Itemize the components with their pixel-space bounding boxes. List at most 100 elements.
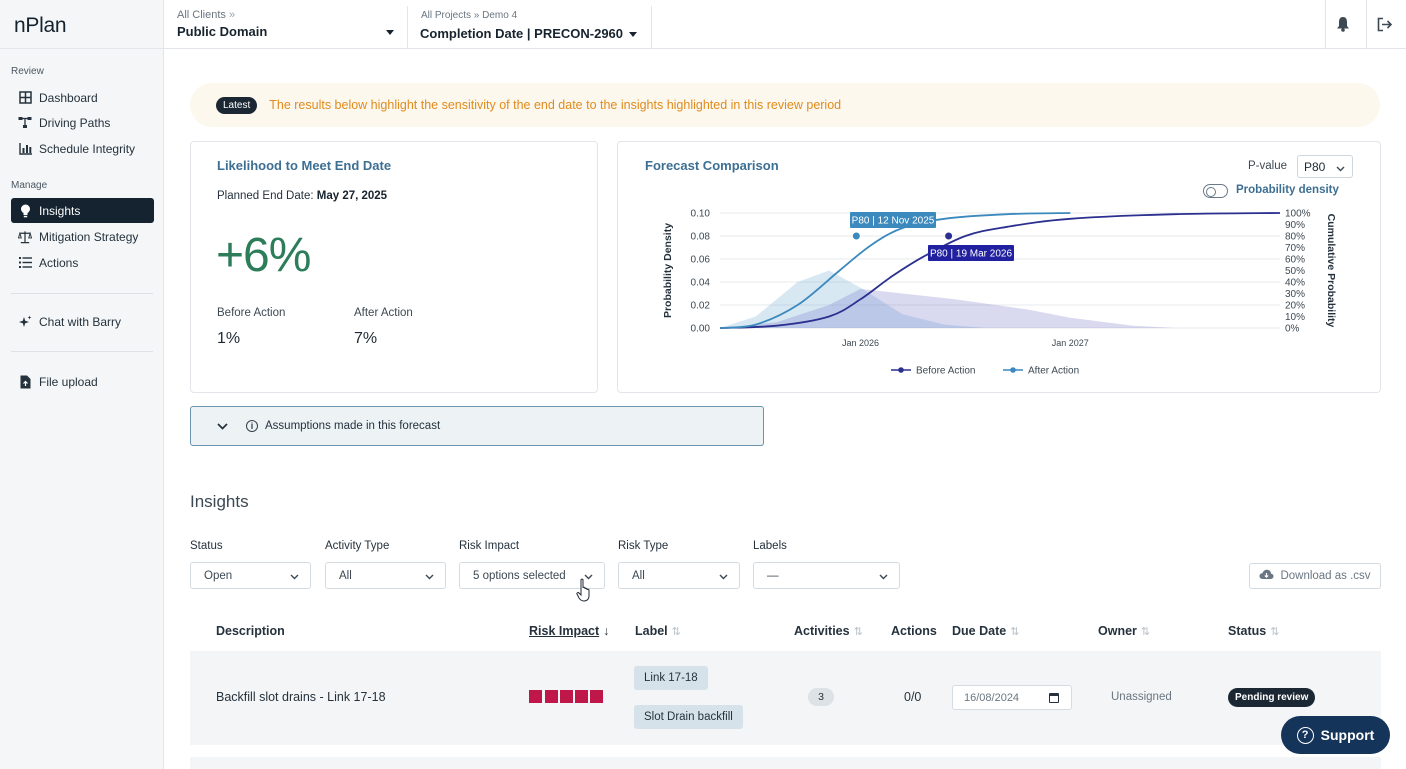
y2-tick-label: 20% (1285, 301, 1305, 312)
caret-down-icon (386, 30, 394, 35)
y2-tick-label: 90% (1285, 220, 1305, 231)
column-label[interactable]: Label ⇅ (635, 624, 681, 638)
risk-type-filter-value: All (632, 569, 645, 582)
labels-filter[interactable]: — (753, 562, 900, 589)
sidebar-item-mitigation-strategy[interactable]: Mitigation Strategy (11, 224, 154, 249)
insight-banner: Latest The results below highlight the s… (190, 83, 1380, 127)
sidebar-item-label: Schedule Integrity (39, 141, 136, 156)
sidebar-item-schedule-integrity[interactable]: Schedule Integrity (11, 136, 154, 161)
status-filter[interactable]: Open (190, 562, 311, 589)
forecast-title: Forecast Comparison (645, 158, 779, 173)
project-selector[interactable]: All Projects » Demo 4 Completion Date | … (407, 0, 651, 48)
after-action-label: After Action (354, 307, 413, 319)
lightbulb-icon (18, 204, 32, 218)
legend-marker (1010, 367, 1016, 373)
density-area-before-action (720, 288, 1176, 328)
sidebar: nPlan Review Dashboard Driving Paths Sch… (0, 0, 164, 769)
x-tick-label: Jan 2027 (1052, 338, 1089, 348)
column-owner[interactable]: Owner ⇅ (1098, 624, 1151, 638)
activity-type-filter[interactable]: All (325, 562, 446, 589)
calendar-icon[interactable] (1049, 693, 1059, 703)
table-row[interactable] (190, 651, 1381, 745)
support-label: Support (1320, 727, 1375, 743)
y2-tick-label: 50% (1285, 266, 1305, 277)
sidebar-item-label: Mitigation Strategy (39, 229, 139, 244)
sort-icon: ⇅ (1010, 625, 1020, 638)
header-divider (1366, 0, 1367, 48)
chevron-down-icon (290, 571, 299, 583)
sort-icon: ⇅ (1140, 625, 1151, 638)
likelihood-title: Likelihood to Meet End Date (217, 158, 392, 173)
header-divider (407, 6, 408, 48)
sort-desc-icon: ↓ (603, 624, 610, 638)
sidebar-item-driving-paths[interactable]: Driving Paths (11, 110, 154, 135)
sidebar-item-label: File upload (39, 374, 98, 389)
chevron-down-icon (584, 571, 593, 583)
likelihood-card: Likelihood to Meet End Date Planned End … (190, 141, 598, 393)
activities-count[interactable]: 3 (808, 688, 834, 706)
filter-label-activity-type: Activity Type (325, 540, 390, 552)
y-tick-label: 0.02 (691, 301, 711, 312)
chevron-down-icon (879, 571, 888, 583)
sidebar-item-actions[interactable]: Actions (11, 250, 154, 275)
actions-count: 0/0 (904, 690, 922, 704)
file-upload-icon (18, 375, 32, 389)
column-due-date[interactable]: Due Date ⇅ (952, 624, 1020, 638)
column-activities[interactable]: Activities ⇅ (794, 624, 863, 638)
help-icon: ? (1296, 726, 1314, 744)
client-name: Public Domain (177, 24, 268, 39)
download-csv-button[interactable]: Download as .csv (1249, 563, 1381, 589)
risk-type-filter[interactable]: All (618, 562, 740, 589)
owner-value[interactable]: Unassigned (1111, 691, 1172, 703)
label-chip[interactable]: Link 17-18 (634, 666, 708, 690)
nav-section-review: Review (11, 66, 44, 77)
row-description[interactable]: Backfill slot drains - Link 17-18 (216, 690, 386, 704)
sidebar-item-dashboard[interactable]: Dashboard (11, 85, 154, 110)
sidebar-item-label: Actions (39, 255, 79, 270)
activity-type-filter-value: All (339, 569, 352, 582)
sidebar-item-insights[interactable]: Insights (11, 198, 154, 223)
y-axis-label: Probability Density (662, 223, 674, 318)
probability-density-toggle[interactable] (1203, 184, 1228, 198)
y2-tick-label: 70% (1285, 243, 1305, 254)
legend-label: After Action (1028, 366, 1079, 377)
app-logo[interactable]: nPlan (14, 14, 67, 37)
column-risk-impact[interactable]: Risk Impact ↓ (529, 624, 610, 638)
sidebar-divider (0, 48, 164, 49)
bell-icon[interactable] (1333, 14, 1353, 34)
top-header: All Clients » Public Domain All Projects… (164, 0, 1406, 49)
y-tick-label: 0.00 (691, 324, 711, 335)
y2-tick-label: 30% (1285, 289, 1305, 300)
status-badge[interactable]: Pending review (1228, 688, 1316, 707)
risk-impact-square (529, 690, 542, 703)
project-breadcrumb[interactable]: All Projects » Demo 4 (421, 10, 518, 21)
y2-tick-label: 0% (1285, 324, 1300, 335)
due-date-input[interactable]: 16/08/2024 (952, 685, 1072, 710)
x-tick-label: Jan 2026 (842, 338, 879, 348)
client-selector[interactable]: All Clients » Public Domain (164, 0, 407, 48)
pvalue-select[interactable]: P80 (1297, 155, 1353, 178)
filter-label-risk-type: Risk Type (618, 540, 669, 552)
scales-icon (18, 230, 32, 244)
column-status[interactable]: Status ⇅ (1228, 624, 1280, 638)
sidebar-item-chat-with-barry[interactable]: Chat with Barry (11, 309, 154, 334)
y-tick-label: 0.08 (691, 232, 711, 243)
risk-impact-filter-value: 5 options selected (473, 569, 566, 582)
assumptions-accordion[interactable]: i Assumptions made in this forecast (190, 406, 764, 446)
filter-label-risk-impact: Risk Impact (459, 540, 520, 552)
insights-title: Insights (190, 492, 249, 511)
label-chip[interactable]: Slot Drain backfill (634, 705, 743, 729)
client-breadcrumb[interactable]: All Clients » (177, 9, 236, 21)
logout-icon[interactable] (1375, 14, 1395, 34)
header-divider (651, 6, 652, 48)
risk-impact-filter[interactable]: 5 options selected (459, 562, 605, 589)
support-button[interactable]: ? Support (1281, 716, 1390, 754)
path-icon (18, 116, 32, 130)
pvalue-value: P80 (1304, 159, 1326, 174)
table-row[interactable] (190, 757, 1381, 769)
sidebar-item-file-upload[interactable]: File upload (11, 369, 154, 394)
due-date-value: 16/08/2024 (964, 691, 1020, 704)
list-icon (18, 256, 32, 270)
p80-marker (852, 232, 860, 240)
column-description[interactable]: Description (216, 624, 285, 638)
